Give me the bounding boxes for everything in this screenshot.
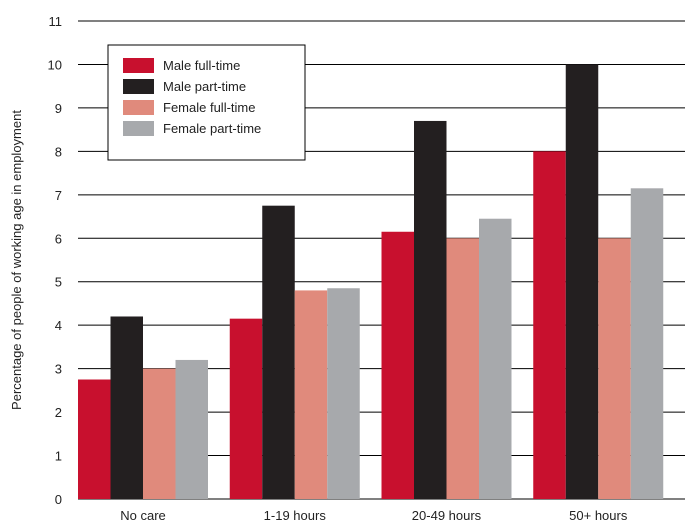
y-tick-label: 0	[55, 492, 62, 507]
bar-male-full-time-50-hours	[533, 151, 566, 499]
bar-male-part-time-20-49-hours	[414, 120, 447, 499]
legend-swatch	[123, 79, 154, 94]
y-tick-label: 11	[49, 14, 63, 29]
bars	[78, 64, 664, 500]
y-tick-label: 3	[55, 362, 62, 377]
bar-male-part-time-1-19-hours	[262, 205, 295, 499]
bar-male-full-time-no-care	[78, 379, 111, 499]
bar-male-full-time-20-49-hours	[381, 231, 414, 499]
legend-label: Female part-time	[163, 121, 261, 136]
y-tick-label: 4	[55, 318, 62, 333]
x-tick-labels: No care 1-19 hours 20-49 hours 50+ hours	[120, 508, 628, 523]
y-axis-title: Percentage of people of working age in e…	[9, 110, 24, 410]
y-tick-labels: 0 1 2 3 4 5 6 7 8 9 10 11	[48, 14, 62, 507]
legend-label: Male full-time	[163, 58, 240, 73]
y-tick-label: 7	[55, 188, 62, 203]
x-tick-label: No care	[120, 508, 166, 523]
y-tick-label: 2	[55, 405, 62, 420]
bar-female-full-time-1-19-hours	[294, 290, 328, 499]
legend: Male full-time Male part-time Female full-…	[107, 44, 306, 161]
bar-female-part-time-no-care	[175, 359, 208, 499]
bar-male-part-time-50-hours	[565, 64, 599, 500]
y-tick-label: 1	[55, 449, 62, 464]
bar-female-part-time-1-19-hours	[327, 288, 360, 499]
bar-male-full-time-1-19-hours	[229, 318, 263, 499]
bar-female-full-time-no-care	[143, 368, 176, 499]
bar-female-full-time-50-hours	[598, 238, 631, 500]
legend-label: Male part-time	[163, 79, 246, 94]
y-tick-label: 8	[55, 144, 62, 159]
bar-female-part-time-20-49-hours	[479, 218, 512, 499]
y-tick-label: 5	[55, 275, 62, 290]
bar-male-part-time-no-care	[110, 316, 143, 499]
legend-label: Female full-time	[163, 100, 255, 115]
legend-swatch	[123, 100, 154, 115]
y-tick-label: 6	[55, 231, 62, 246]
bar-female-full-time-20-49-hours	[446, 238, 479, 500]
x-tick-label: 20-49 hours	[412, 508, 482, 523]
bar-female-part-time-50-hours	[630, 188, 664, 500]
legend-swatch	[123, 58, 154, 73]
y-tick-label: 9	[55, 101, 62, 116]
x-tick-label: 1-19 hours	[264, 508, 327, 523]
legend-swatch	[123, 121, 154, 136]
x-tick-label: 50+ hours	[569, 508, 628, 523]
y-tick-label: 10	[48, 57, 62, 72]
